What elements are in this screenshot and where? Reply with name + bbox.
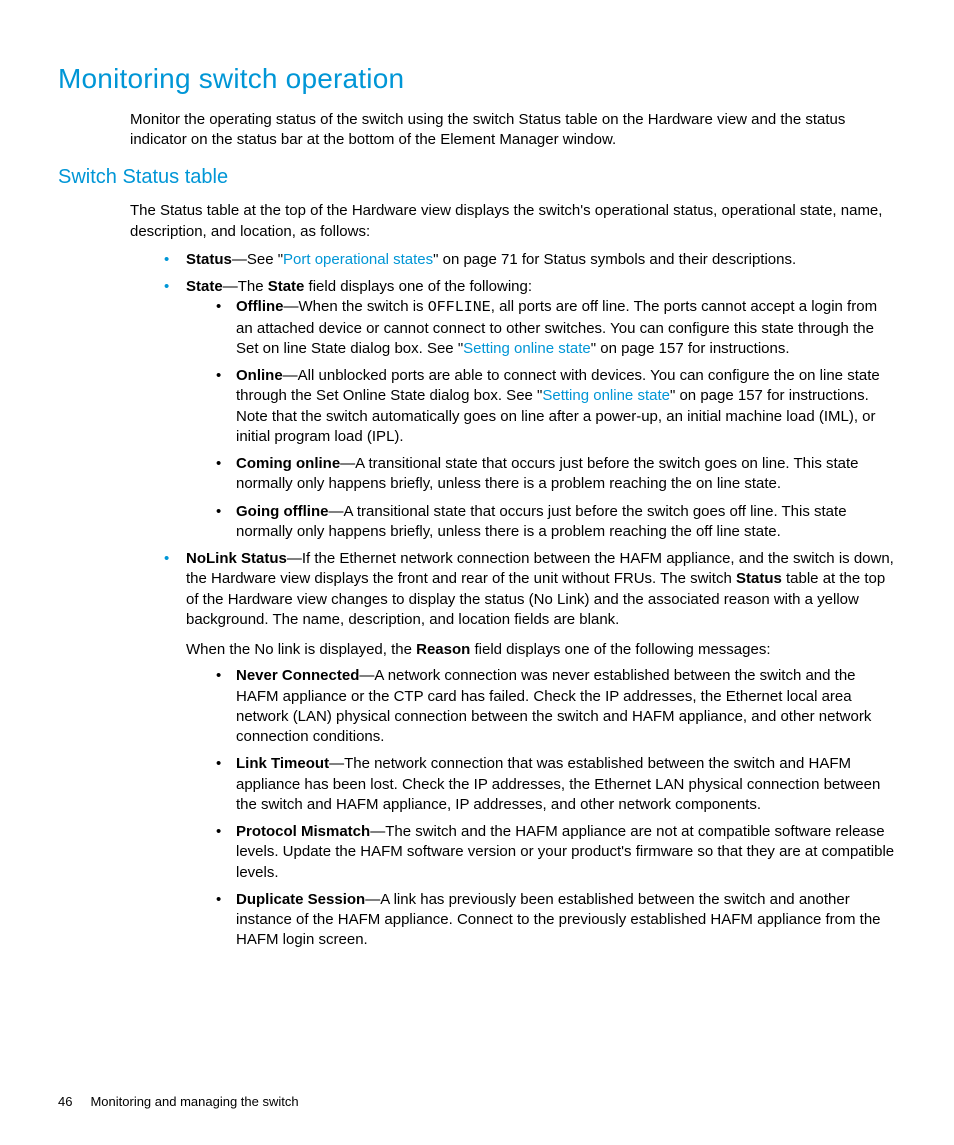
setting-online-state-link-1[interactable]: Setting online state — [463, 340, 591, 357]
list-item-offline: Offline—When the switch is OFFLINE, all … — [212, 297, 896, 359]
list-item-going-offline: Going offline—A transitional state that … — [212, 502, 896, 543]
page-number: 46 — [58, 1094, 72, 1109]
main-list: Status—See "Port operational states" on … — [160, 250, 896, 951]
state-post: field displays one of the following: — [304, 278, 532, 295]
protocol-label: Protocol Mismatch — [236, 823, 370, 840]
duplicate-label: Duplicate Session — [236, 891, 365, 908]
never-label: Never Connected — [236, 667, 359, 684]
list-item-protocol-mismatch: Protocol Mismatch—The switch and the HAF… — [212, 822, 896, 883]
state-bold2: State — [268, 278, 305, 295]
list-item-duplicate-session: Duplicate Session—A link has previously … — [212, 890, 896, 951]
timeout-text: —The network connection that was establi… — [236, 755, 880, 813]
offline-label: Offline — [236, 298, 284, 315]
heading-1: Monitoring switch operation — [58, 60, 896, 98]
heading-2: Switch Status table — [58, 164, 896, 191]
list-item-state: State—The State field displays one of th… — [160, 277, 896, 542]
nolink-para-pre: When the No link is displayed, the — [186, 641, 416, 658]
offline-code: OFFLINE — [428, 299, 491, 316]
status-label: Status — [186, 251, 232, 268]
status-post: " on page 71 for Status symbols and thei… — [433, 251, 796, 268]
state-label: State — [186, 278, 223, 295]
offline-pre: —When the switch is — [284, 298, 428, 315]
list-item-nolink: NoLink Status—If the Ethernet network co… — [160, 549, 896, 951]
port-states-link[interactable]: Port operational states — [283, 251, 433, 268]
state-pre: —The — [223, 278, 268, 295]
nolink-label: NoLink Status — [186, 550, 287, 567]
list-item-coming-online: Coming online—A transitional state that … — [212, 454, 896, 495]
timeout-label: Link Timeout — [236, 755, 329, 772]
coming-label: Coming online — [236, 455, 340, 472]
list-item-status: Status—See "Port operational states" on … — [160, 250, 896, 270]
going-label: Going offline — [236, 503, 328, 520]
nolink-para-bold: Reason — [416, 641, 470, 658]
reason-sublist: Never Connected—A network connection was… — [212, 666, 896, 950]
state-sublist: Offline—When the switch is OFFLINE, all … — [212, 297, 896, 542]
going-text: —A transitional state that occurs just b… — [236, 503, 847, 540]
intro-paragraph: Monitor the operating status of the swit… — [130, 110, 896, 151]
section-intro: The Status table at the top of the Hardw… — [130, 201, 896, 242]
list-item-online: Online—All unblocked ports are able to c… — [212, 366, 896, 447]
offline-post: " on page 157 for instructions. — [591, 340, 790, 357]
page-footer: 46 Monitoring and managing the switch — [58, 1093, 299, 1111]
setting-online-state-link-2[interactable]: Setting online state — [542, 387, 670, 404]
nolink-para-post: field displays one of the following mess… — [470, 641, 770, 658]
list-item-never-connected: Never Connected—A network connection was… — [212, 666, 896, 747]
nolink-reason-para: When the No link is displayed, the Reaso… — [186, 640, 896, 660]
chapter-title: Monitoring and managing the switch — [90, 1094, 298, 1109]
nolink-bold2: Status — [736, 570, 782, 587]
online-label: Online — [236, 367, 283, 384]
list-item-link-timeout: Link Timeout—The network connection that… — [212, 754, 896, 815]
status-pre: —See " — [232, 251, 283, 268]
